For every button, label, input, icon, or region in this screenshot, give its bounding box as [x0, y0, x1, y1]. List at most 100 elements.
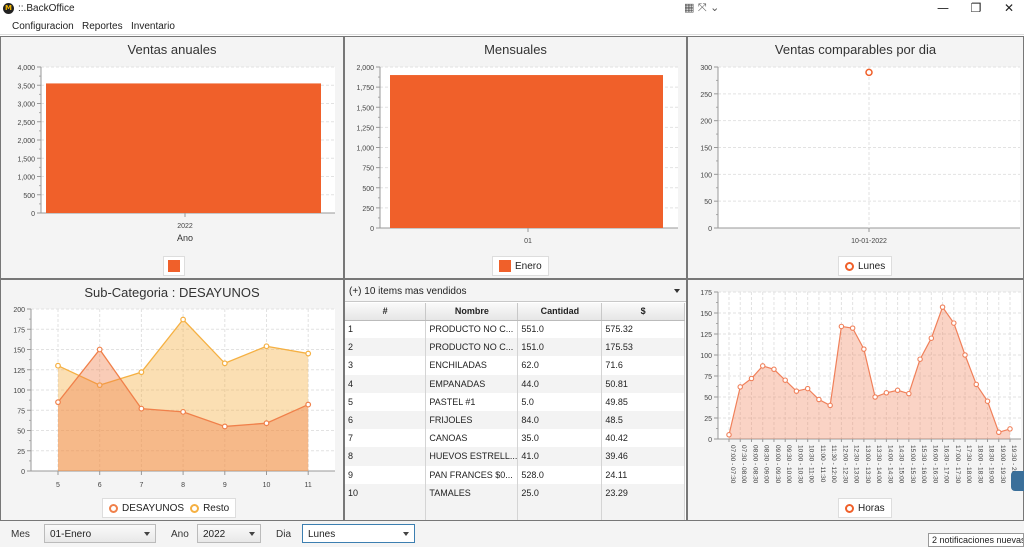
row-number: 10 [345, 483, 427, 502]
hours-point [928, 335, 935, 341]
top-items-dropdown[interactable]: (+) 10 items mas vendidos [345, 280, 686, 302]
side-panel-tab[interactable] [1011, 471, 1024, 491]
menu-bar: Configuracion Reportes Inventario [0, 18, 1024, 35]
subcat-ytick-label: 200 [13, 307, 25, 314]
daily-ytick-label: 150 [700, 146, 712, 153]
col-header-number[interactable]: # [345, 303, 427, 321]
table-row[interactable]: 3 ENCHILADAS 62.0 71.6 [345, 356, 685, 375]
menu-inventario[interactable]: Inventario [131, 21, 175, 32]
subcat-ytick-label: 125 [13, 368, 25, 375]
annual-sales-panel: Ventas anuales 4,000 3,500 3,000 2,500 2,000… [0, 36, 344, 279]
monthly-ytick-label: 0 [370, 226, 374, 233]
title-bar: M ::.BackOffice ▦ ⤧ ⌄ — ❐ ✕ [0, 0, 1024, 18]
ano-select[interactable]: 2022 [197, 524, 261, 543]
hours-point [759, 363, 766, 369]
subcategory-chart: 200 175 150 125 100 75 50 25 0 5 6 7 8 9 10 11 [13, 307, 335, 489]
annual-legend [163, 256, 185, 276]
minimize-icon[interactable]: — [937, 1, 949, 15]
hours-point [838, 323, 845, 330]
monthly-ytick-label: 1,250 [356, 125, 374, 132]
table-row[interactable]: 5 PASTEL #1 5.0 49.85 [345, 392, 685, 411]
hours-xtick-label: 11:30 - 12:00 [830, 445, 837, 483]
table-row[interactable]: 8 HUEVOS ESTRELL... 41.0 39.46 [345, 447, 685, 466]
menu-configuracion[interactable]: Configuracion [12, 21, 74, 32]
col-header-amount[interactable]: $ [601, 303, 685, 321]
subcategory-chart-title: Sub-Categoria : DESAYUNOS [84, 285, 260, 300]
annual-ytick-label: 1,500 [17, 156, 35, 163]
table-body: 1 PRODUCTO NO C... 551.0 575.32 2 PRODUCTO NO… [345, 320, 685, 520]
daily-chart-title: Ventas comparables por dia [774, 42, 937, 57]
hours-xtick-label: 10:30 - 11:00 [808, 445, 815, 483]
hours-point [771, 366, 777, 373]
hours-xtick-label: 10:00 - 10:30 [796, 445, 803, 484]
hours-point [962, 352, 968, 358]
layout-options-icon[interactable]: ▦ ⤧ ⌄ [684, 1, 720, 14]
monthly-ytick-label: 1,500 [356, 105, 374, 112]
chevron-down-icon [144, 532, 150, 536]
hours-point [782, 377, 788, 383]
table-row[interactable]: 9 PAN FRANCES $0... 528.0 24.11 [345, 465, 685, 484]
table-row[interactable]: 7 CANOAS 35.0 40.42 [345, 429, 685, 448]
subcat-point-resto [55, 362, 61, 369]
restore-icon[interactable]: ❐ [970, 1, 982, 15]
row-amount: 39.46 [601, 447, 685, 466]
top-items-panel: (+) 10 items mas vendidos # Nombre Canti… [344, 279, 687, 521]
monthly-sales-panel: Mensuales 2,000 1,750 1,500 1,250 1,000 750 50… [344, 36, 687, 279]
subcat-xtick-label: 10 [263, 482, 271, 489]
table-row[interactable]: 10 TAMALES 25.0 23.29 [345, 483, 685, 502]
dia-select[interactable]: Lunes [302, 524, 415, 543]
row-number: 2 [345, 338, 427, 357]
table-row[interactable]: 1 PRODUCTO NO C... 551.0 575.32 [345, 320, 685, 339]
empty-cell [345, 501, 427, 520]
hours-point [951, 320, 957, 326]
subcat-ytick-label: 0 [21, 469, 25, 476]
monthly-ytick-label: 1,000 [356, 146, 374, 153]
subcat-xtick-label: 6 [98, 482, 102, 489]
mes-select[interactable]: 01-Enero [44, 524, 156, 543]
hours-xtick-label: 09:30 - 10:00 [785, 445, 792, 484]
annual-ytick-label: 4,000 [17, 65, 35, 72]
hours-ytick-label: 100 [700, 353, 712, 360]
monthly-ytick-label: 1,750 [356, 85, 374, 92]
monthly-xtick-label: 01 [524, 238, 532, 245]
hours-point [984, 398, 991, 404]
menu-reportes[interactable]: Reportes [82, 21, 123, 32]
monthly-chart-title: Mensuales [484, 42, 547, 57]
dia-select-value: Lunes [308, 529, 336, 540]
subcat-ytick-label: 75 [17, 408, 25, 415]
subcat-point-desayunos [305, 401, 312, 408]
notification-toast[interactable]: 2 notificaciones nuevas [928, 533, 1024, 547]
hours-xtick-label: 13:00 - 13:30 [864, 445, 871, 484]
table-row[interactable]: 6 FRIJOLES 84.0 48.5 [345, 410, 685, 430]
subcat-xtick-label: 7 [139, 482, 143, 489]
daily-xtick-label: 10-01-2022 [851, 238, 887, 245]
filter-bar: Mes 01-Enero Ano 2022 Dia Lunes [0, 521, 1024, 547]
chevron-down-icon [403, 532, 409, 536]
row-cantidad: 44.0 [517, 374, 603, 393]
hours-xtick-label: 15:30 - 16:00 [920, 445, 927, 484]
col-header-cantidad[interactable]: Cantidad [517, 303, 603, 321]
daily-ytick-label: 200 [700, 119, 712, 126]
table-row[interactable]: 4 EMPANADAS 44.0 50.81 [345, 374, 685, 393]
close-icon[interactable]: ✕ [1003, 1, 1015, 15]
hours-point [906, 390, 912, 397]
empty-cell [425, 501, 519, 520]
daily-sales-panel: Ventas comparables por dia 300 250 200 150 1… [687, 36, 1024, 279]
subcat-point-desayunos [221, 423, 228, 430]
col-header-nombre[interactable]: Nombre [425, 303, 519, 321]
annual-legend-swatch [168, 260, 180, 272]
annual-ytick-label: 2,000 [17, 138, 35, 145]
row-amount: 40.42 [601, 429, 685, 448]
hours-point [917, 356, 923, 362]
subcat-point-resto [180, 316, 187, 323]
row-number: 9 [345, 465, 427, 484]
row-amount: 175.53 [601, 338, 685, 357]
hours-point [883, 390, 890, 396]
subcat-point-desayunos [263, 420, 270, 427]
subcat-ytick-label: 100 [13, 388, 25, 395]
resto-legend-label: Resto [203, 502, 230, 514]
hours-point [849, 325, 856, 331]
subcat-point-resto [138, 369, 145, 376]
annual-ytick-label: 500 [23, 193, 35, 200]
table-row[interactable]: 2 PRODUCTO NO C... 151.0 175.53 [345, 338, 685, 357]
